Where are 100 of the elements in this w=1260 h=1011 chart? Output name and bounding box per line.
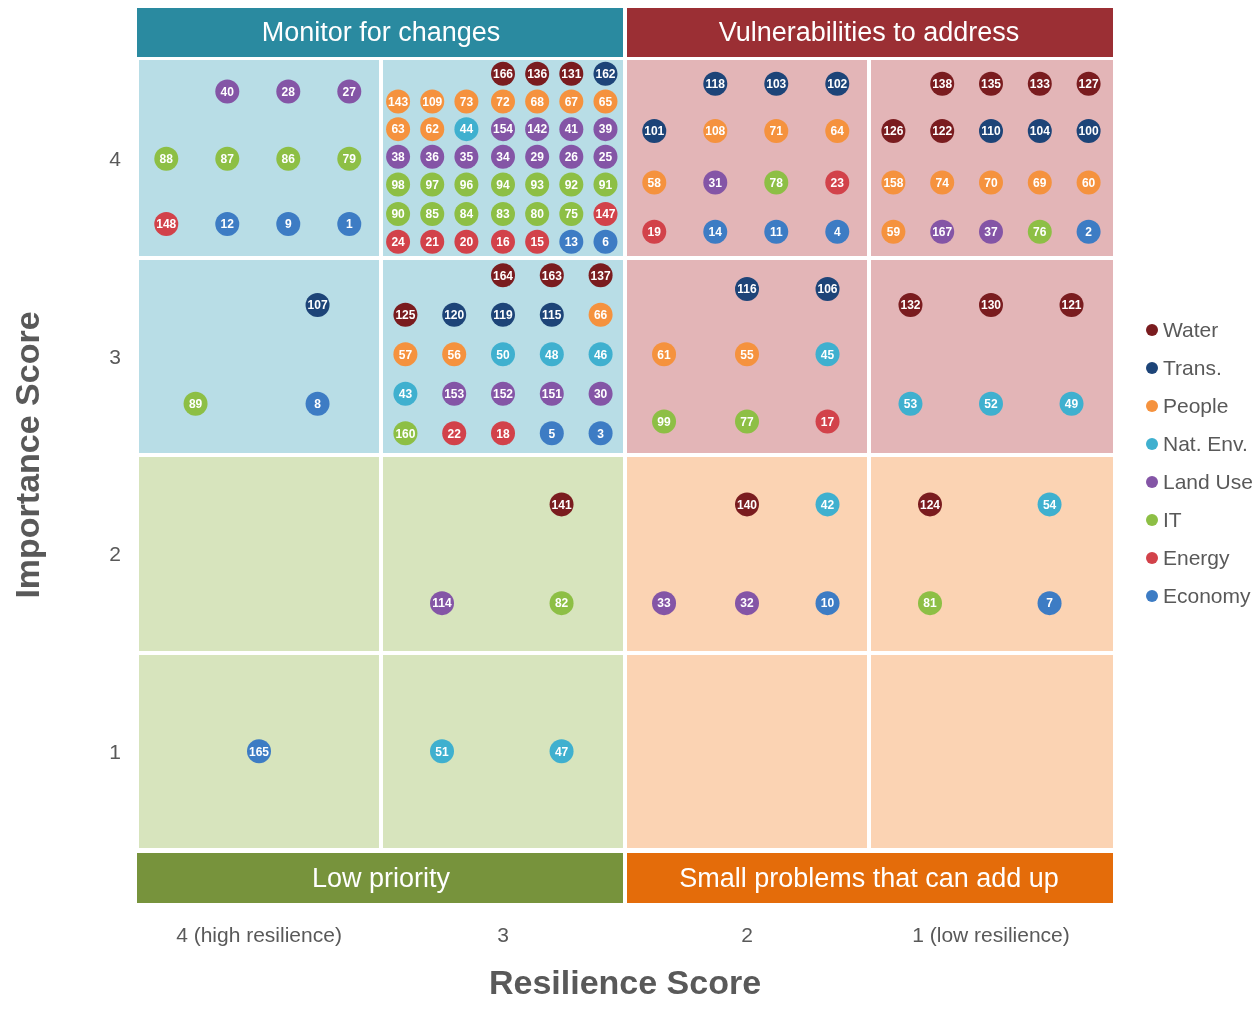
annotation: 86 (281, 152, 296, 167)
annotation: 63 (391, 122, 406, 137)
annotation: 132 (900, 298, 921, 313)
annotation: 142 (527, 122, 548, 137)
annotation: 43 (398, 387, 413, 402)
annotation: 163 (541, 268, 563, 283)
annotation: 31 (708, 175, 723, 190)
annotation: 160 (395, 426, 416, 441)
annotation: 19 (647, 225, 662, 240)
annotation: 91 (598, 177, 613, 192)
annotation: 141 (551, 497, 572, 512)
legend-label: Energy (1163, 545, 1230, 571)
legend-label: IT (1163, 507, 1182, 533)
annotation: 39 (598, 122, 613, 137)
x-tick-label: 4 (high resilience) (176, 923, 342, 946)
annotation: 61 (657, 347, 672, 362)
annotation: 13 (564, 234, 579, 249)
text: Vulnerabilities to address (718, 17, 1020, 48)
annotation: 10 (820, 596, 835, 611)
annotation: 127 (1078, 76, 1099, 91)
annotation: 30 (593, 387, 608, 402)
annotation: 1 (345, 217, 353, 232)
annotation: 166 (492, 67, 514, 82)
text: Small problems that can add up (679, 863, 1059, 894)
annotation: 20 (459, 234, 474, 249)
annotation: 5 (548, 426, 556, 441)
annotation: 104 (1029, 124, 1051, 139)
annotation: 66 (593, 308, 608, 323)
annotation: 126 (883, 124, 904, 139)
legend-label: People (1163, 393, 1229, 419)
annotation: 46 (593, 347, 608, 362)
annotation: 54 (1042, 497, 1057, 512)
annotation: 7 (1046, 596, 1054, 611)
annotation: 32 (740, 596, 754, 611)
annotation: 65 (598, 94, 613, 109)
annotation: 26 (564, 150, 579, 165)
annotation: 100 (1078, 124, 1099, 139)
annotation: 137 (590, 268, 611, 283)
annotation: 36 (425, 150, 440, 165)
annotation: 15 (530, 234, 545, 249)
annotation: 18 (496, 426, 510, 441)
annotation: 16 (496, 234, 510, 249)
annotation: 89 (188, 396, 203, 411)
annotation: 138 (932, 76, 953, 91)
annotation: 4 (833, 225, 841, 240)
text: Low priority (311, 863, 451, 894)
x-axis-title: Resilience Score (488, 963, 762, 1001)
annotation: 59 (886, 225, 901, 240)
annotation: 84 (459, 207, 474, 222)
annotation: 80 (530, 207, 545, 222)
x-tick-label: 3 (497, 923, 509, 946)
legend-label: Trans. (1163, 355, 1222, 381)
annotation: 47 (554, 744, 569, 759)
annotation: 41 (564, 122, 579, 137)
annotation: 101 (644, 124, 665, 139)
annotation: 153 (444, 387, 465, 402)
annotation: 121 (1061, 298, 1082, 313)
annotation: 58 (647, 175, 662, 190)
annotation: 93 (530, 177, 545, 192)
annotation: 42 (820, 497, 835, 512)
annotation: 12 (220, 217, 235, 232)
annotation: 21 (425, 234, 440, 249)
annotation: 17 (820, 414, 835, 429)
annotation: 122 (932, 124, 953, 139)
annotation: 116 (737, 282, 758, 297)
x-tick-label: 2 (741, 923, 753, 946)
annotation: 74 (935, 175, 950, 190)
annotation: 56 (447, 347, 462, 362)
annotation: 48 (545, 347, 559, 362)
annotation: 81 (923, 596, 937, 611)
annotation: 133 (1029, 76, 1051, 91)
annotation: 108 (705, 124, 726, 139)
annotation: 143 (388, 94, 409, 109)
annotation: 57 (398, 347, 413, 362)
annotation: 51 (435, 744, 449, 759)
annotation: 87 (220, 152, 235, 167)
annotation: 85 (425, 207, 440, 222)
annotation: 64 (830, 124, 845, 139)
annotation: 73 (459, 94, 474, 109)
annotation: 71 (769, 124, 784, 139)
annotation: 75 (564, 207, 579, 222)
annotation: 55 (740, 347, 754, 362)
annotation: 120 (444, 308, 465, 323)
annotation: 76 (1033, 225, 1047, 240)
annotation: 103 (766, 76, 787, 91)
annotation: 90 (391, 207, 406, 222)
annotation: 40 (220, 84, 235, 99)
annotation: 96 (459, 177, 474, 192)
annotation: 118 (705, 76, 726, 91)
annotation: 33 (657, 596, 672, 611)
annotation: 102 (827, 76, 848, 91)
annotation: 83 (496, 207, 510, 222)
y-tick-label: 3 (109, 344, 121, 368)
legend-label: Land Use (1163, 469, 1253, 495)
annotation: 147 (595, 207, 616, 222)
annotation: 60 (1081, 175, 1096, 190)
annotation: 79 (342, 152, 357, 167)
annotation: 131 (561, 67, 582, 82)
annotation: 98 (391, 177, 406, 192)
annotation: 167 (932, 225, 953, 240)
